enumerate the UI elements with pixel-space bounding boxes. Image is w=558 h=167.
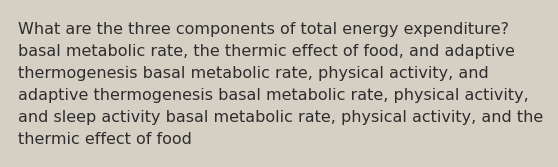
Text: thermic effect of food: thermic effect of food: [18, 132, 192, 147]
Text: and sleep activity basal metabolic rate, physical activity, and the: and sleep activity basal metabolic rate,…: [18, 110, 543, 125]
Text: thermogenesis basal metabolic rate, physical activity, and: thermogenesis basal metabolic rate, phys…: [18, 66, 489, 81]
Text: adaptive thermogenesis basal metabolic rate, physical activity,: adaptive thermogenesis basal metabolic r…: [18, 88, 529, 103]
Text: What are the three components of total energy expenditure?: What are the three components of total e…: [18, 22, 509, 37]
Text: basal metabolic rate, the thermic effect of food, and adaptive: basal metabolic rate, the thermic effect…: [18, 44, 515, 59]
